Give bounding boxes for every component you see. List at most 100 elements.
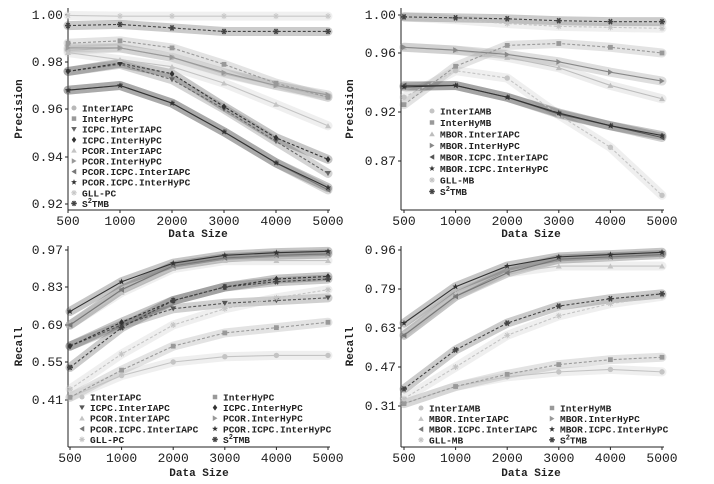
legend-label: InterHyMB: [560, 404, 612, 415]
data-point-marker: [607, 366, 614, 373]
data-point-marker: [325, 352, 331, 359]
marker-stroke: [222, 306, 228, 312]
data-point-marker: [555, 23, 562, 30]
data-point-marker: [401, 102, 407, 108]
marker-stroke: [429, 177, 435, 183]
marker-stroke: [505, 320, 510, 327]
marker-stroke: [608, 18, 613, 25]
data-point-marker: [221, 284, 228, 290]
data-point-marker: [221, 28, 227, 35]
legend-label: InterHyPC: [223, 393, 275, 404]
y-tick-label: 0.96: [32, 102, 63, 117]
legend-label: GLL-PC: [90, 435, 125, 446]
marker-stroke: [504, 21, 510, 27]
data-point-marker: [117, 13, 123, 20]
panel-1: 1.00 0.98 0.96 0.94 0.92 500 1000 2000 3000 4000 5…: [14, 8, 344, 241]
marker-stroke: [67, 386, 73, 392]
data-point-marker: [400, 83, 408, 90]
legend-item: GLL-MB: [418, 435, 464, 446]
x-tick-label: 2000: [158, 451, 189, 466]
data-point-marker: [504, 54, 511, 60]
data-point-marker: [504, 320, 511, 327]
marker-stroke: [505, 15, 510, 22]
x-tick-label: 5000: [646, 214, 677, 229]
y-tick-label: 0.92: [32, 197, 63, 212]
legend-item: PCOR.ICPC.InterIAPC: [71, 167, 191, 178]
data-point-marker: [65, 22, 71, 29]
legend-item: S2TMB: [71, 198, 109, 210]
legend-marker: [79, 436, 85, 443]
data-point-marker: [659, 369, 665, 375]
series-line: [67, 63, 329, 174]
data-point-marker: [401, 44, 407, 51]
x-axis-label: Data Size: [168, 229, 228, 241]
y-tick-label: 0.31: [365, 399, 396, 414]
x-tick-label: 2000: [492, 451, 523, 466]
series-mbor-icpc-interhypc: [400, 248, 666, 326]
data-point-marker: [273, 352, 280, 359]
x-tick-label: 5000: [312, 451, 343, 466]
legend: InterIAPCInterHyPCICPC.InterIAPCICPC.Int…: [71, 104, 191, 210]
data-point-marker: [117, 44, 123, 51]
marker-stroke: [659, 18, 665, 25]
legend-label-base: S: [82, 199, 88, 210]
x-tick-label: 1000: [440, 214, 471, 229]
series-line: [67, 52, 329, 127]
legend-marker: [212, 436, 218, 443]
legend-item: PCOR.InterIAPC: [79, 414, 170, 425]
data-point-marker: [325, 286, 331, 293]
data-point-marker: [221, 257, 228, 263]
y-tick-label: 0.92: [365, 105, 396, 120]
marker-stroke: [325, 13, 331, 19]
data-point-marker: [118, 372, 125, 379]
data-point-marker: [325, 319, 331, 325]
data-point-marker: [272, 159, 280, 166]
x-axis-label: Data Size: [501, 229, 561, 241]
x-tick-label: 500: [392, 214, 415, 229]
legend-marker: [71, 105, 77, 111]
data-point-marker: [118, 278, 125, 285]
legend-label: PCOR.ICPC.InterHyPC: [223, 424, 332, 435]
series-interhymb: [401, 41, 665, 108]
legend-label: PCOR.ICPC.InterIAPC: [82, 167, 191, 178]
series-line: [69, 354, 328, 398]
legend-marker: [429, 154, 435, 160]
legend-item: S2TMB: [429, 186, 467, 198]
marker-stroke: [659, 25, 665, 31]
y-tick-label: 0.63: [365, 321, 396, 336]
legend-label-base: S: [223, 435, 229, 446]
marker-stroke: [325, 287, 331, 293]
data-point-marker: [453, 384, 458, 389]
legend-label: ICPC.InterIAPC: [82, 125, 162, 136]
legend-marker: [549, 436, 555, 443]
data-point-marker: [67, 322, 73, 328]
legend-marker: [71, 116, 77, 121]
data-point-marker: [556, 41, 562, 46]
data-point-marker: [504, 20, 511, 27]
data-point-marker: [555, 303, 562, 310]
data-point-marker: [555, 109, 562, 116]
legend-label: InterIAMB: [429, 404, 481, 415]
x-tick-label: 3000: [209, 451, 240, 466]
data-point-marker: [659, 263, 665, 269]
y-tick-label: 0.79: [365, 282, 396, 297]
data-point-marker: [221, 69, 227, 76]
data-point-marker: [325, 91, 331, 98]
data-point-marker: [67, 342, 73, 350]
marker-stroke: [71, 200, 77, 207]
legend-label: PCOR.InterHyPC: [223, 414, 303, 425]
data-point-marker: [118, 324, 125, 331]
legend-label-rest: TMB: [450, 187, 467, 198]
data-point-marker: [221, 103, 227, 110]
y-tick-label: 0.94: [32, 150, 63, 165]
legend-label: GLL-MB: [440, 176, 475, 187]
marker-stroke: [608, 295, 613, 302]
legend-label: S2TMB: [82, 198, 109, 210]
confidence-band: [63, 19, 333, 36]
legend-marker: [212, 425, 218, 432]
legend-marker: [212, 394, 218, 400]
data-point-marker: [658, 132, 666, 139]
legend-label: S2TMB: [223, 434, 250, 446]
data-point-marker: [401, 395, 407, 402]
data-point-marker: [273, 294, 280, 301]
